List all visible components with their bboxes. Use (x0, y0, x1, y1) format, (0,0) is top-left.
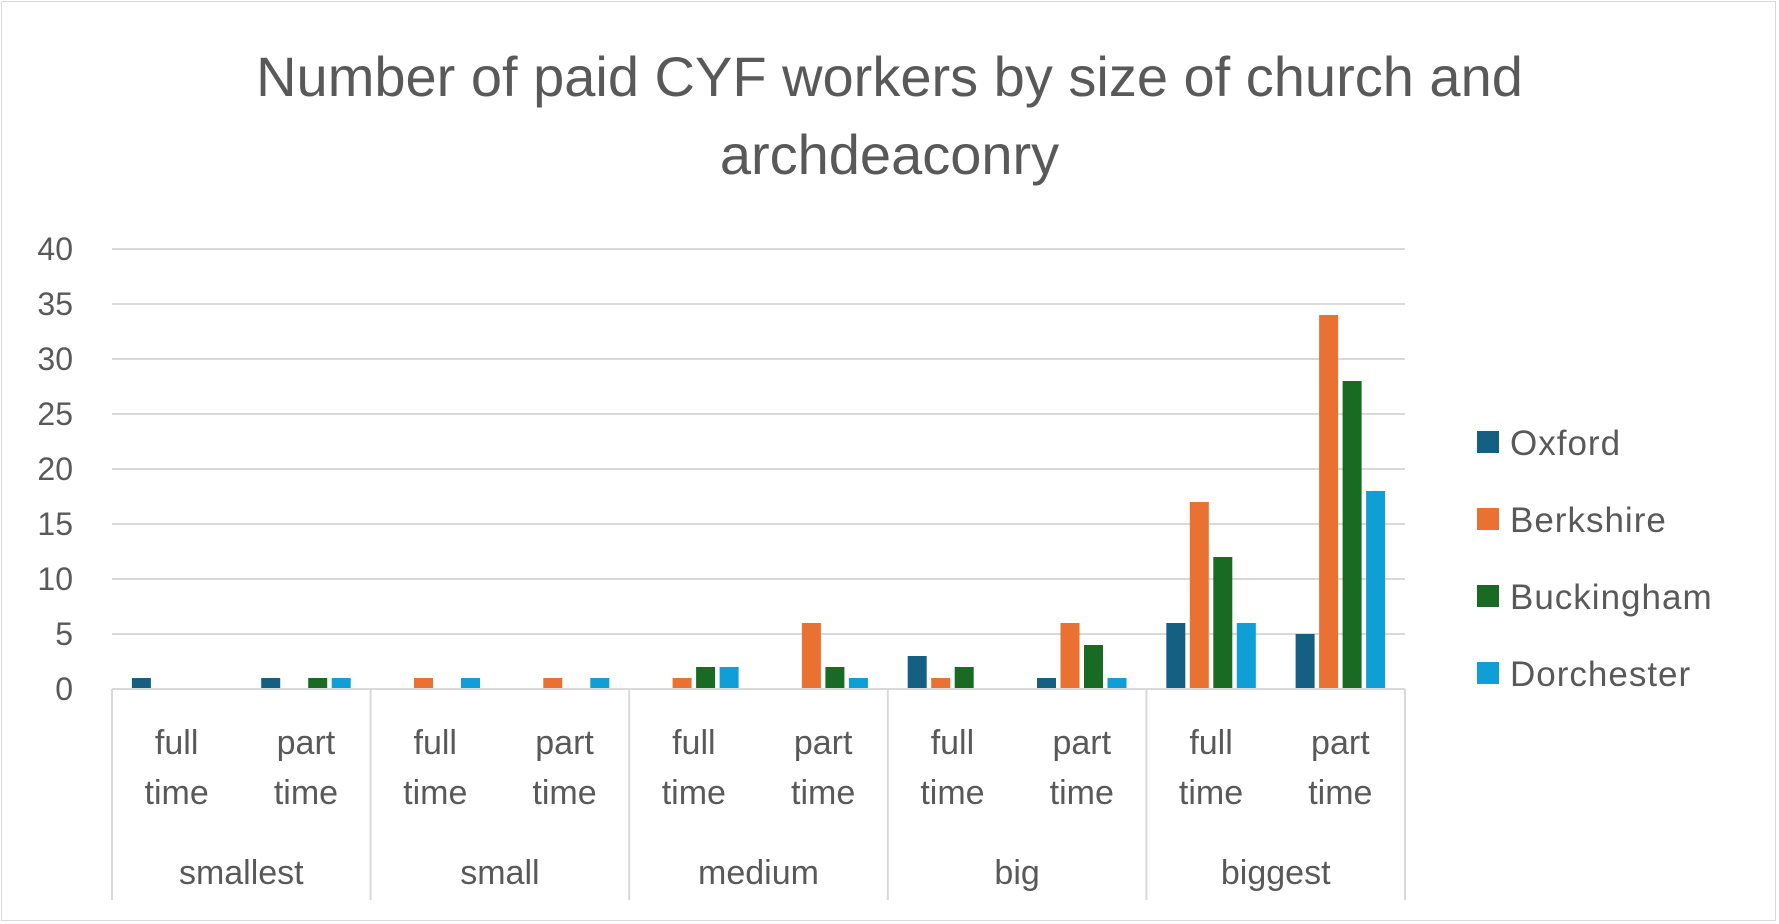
group-label: small (460, 854, 539, 892)
category-label-line-1: full (931, 724, 974, 762)
bar-berkshire (1319, 315, 1339, 689)
bar-dorchester (461, 678, 480, 689)
category-label-line-2: time (1179, 774, 1243, 812)
bar-buckingham (1342, 381, 1362, 689)
legend-swatch-berkshire (1477, 508, 1499, 530)
bar-berkshire (543, 678, 563, 689)
y-tick-label: 10 (37, 561, 73, 597)
bar-dorchester (848, 678, 868, 689)
category-label-line-1: part (794, 724, 853, 762)
bar-dorchester (719, 667, 739, 689)
bar-berkshire (1060, 623, 1080, 689)
bar-dorchester (331, 678, 351, 689)
category-label-line-1: full (1189, 724, 1232, 762)
group-label: biggest (1221, 854, 1331, 892)
legend-label-buckingham: Buckingham (1510, 578, 1713, 617)
y-tick-label: 25 (37, 396, 73, 432)
y-tick-label: 35 (37, 286, 73, 322)
bar-buckingham (696, 667, 716, 689)
legend-label-berkshire: Berkshire (1510, 501, 1667, 540)
y-tick-label: 0 (55, 671, 73, 707)
bar-buckingham (1084, 645, 1103, 689)
category-label-line-1: part (277, 724, 336, 762)
bar-buckingham (954, 667, 974, 689)
bar-dorchester (1236, 623, 1256, 689)
bar-buckingham (308, 678, 328, 689)
bar-berkshire (672, 678, 692, 689)
category-label-line-1: full (414, 724, 457, 762)
y-tick-label: 20 (37, 451, 73, 487)
bar-oxford (131, 678, 151, 689)
chart-title-line-1: Number of paid CYF workers by size of ch… (256, 45, 1523, 108)
bar-buckingham (1213, 557, 1233, 689)
bar-oxford (1295, 634, 1315, 689)
category-label-line-2: time (662, 774, 726, 812)
chart-title: Number of paid CYF workers by size of ch… (0, 38, 1779, 194)
bar-dorchester (1366, 491, 1386, 689)
legend-swatch-oxford (1477, 431, 1499, 453)
category-label-line-2: time (532, 774, 596, 812)
category-label-line-2: time (920, 774, 984, 812)
category-label-line-2: time (274, 774, 338, 812)
category-label-line-1: part (1311, 724, 1370, 762)
group-label: smallest (179, 854, 304, 892)
y-tick-label: 15 (37, 506, 73, 542)
legend-swatch-dorchester (1477, 662, 1499, 684)
category-label-line-2: time (145, 774, 209, 812)
bar-berkshire (414, 678, 433, 689)
legend-label-dorchester: Dorchester (1510, 655, 1691, 694)
category-label-line-1: full (672, 724, 715, 762)
bar-oxford (907, 656, 927, 689)
bar-buckingham (825, 667, 845, 689)
y-tick-label: 30 (37, 341, 73, 377)
bar-berkshire (801, 623, 821, 689)
bar-oxford (261, 678, 281, 689)
y-tick-label: 5 (55, 616, 73, 652)
legend-swatch-buckingham (1477, 585, 1499, 607)
category-label-line-2: time (791, 774, 855, 812)
legend-label-oxford: Oxford (1510, 424, 1621, 463)
bar-berkshire (931, 678, 951, 689)
bar-berkshire (1189, 502, 1209, 689)
group-label: big (994, 854, 1039, 892)
category-label-line-1: part (1052, 724, 1111, 762)
bar-dorchester (590, 678, 610, 689)
chart-title-line-2: archdeaconry (719, 123, 1060, 186)
y-tick-label: 40 (37, 231, 73, 267)
bar-oxford (1166, 623, 1186, 689)
category-label-line-2: time (1308, 774, 1372, 812)
bar-dorchester (1107, 678, 1127, 689)
category-label-line-1: full (155, 724, 198, 762)
category-label-line-2: time (403, 774, 467, 812)
group-label: medium (698, 854, 819, 892)
category-label-line-2: time (1050, 774, 1114, 812)
bar-oxford (1037, 678, 1056, 689)
category-label-line-1: part (535, 724, 594, 762)
